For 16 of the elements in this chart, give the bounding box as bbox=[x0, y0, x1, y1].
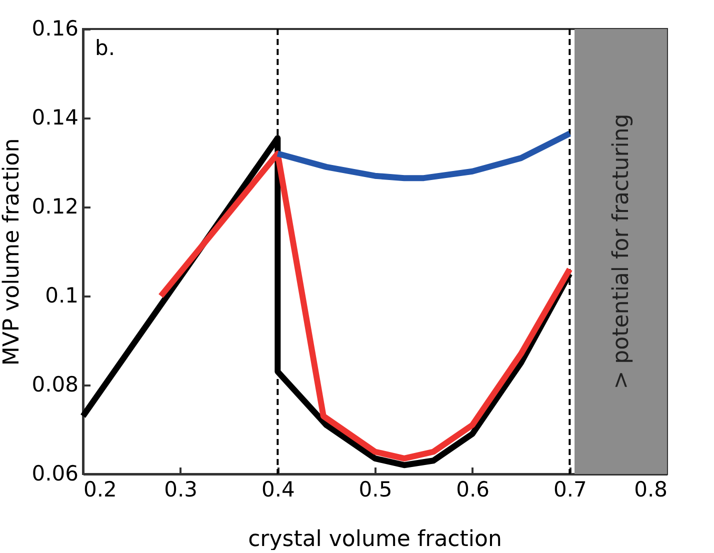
y-tick-label: 0.12 bbox=[32, 194, 78, 218]
band-label: > potential for fracturing bbox=[608, 114, 634, 390]
x-tick-label: 0.6 bbox=[456, 478, 490, 502]
x-tick-label: 0.2 bbox=[84, 478, 117, 502]
y-tick-label: 0.08 bbox=[32, 372, 78, 396]
y-tick-label: 0.1 bbox=[45, 284, 78, 308]
x-tick-label: 0.4 bbox=[261, 478, 295, 502]
y-tick-label: 0.16 bbox=[32, 16, 78, 40]
y-tick-label: 0.14 bbox=[32, 106, 78, 130]
annotation: b. bbox=[95, 36, 116, 60]
x-tick-label: 0.5 bbox=[358, 478, 392, 502]
x-tick-label: 0.3 bbox=[164, 478, 198, 502]
x-tick-label: 0.7 bbox=[553, 478, 587, 502]
y-tick-label: 0.06 bbox=[32, 462, 78, 486]
y-axis-title: MVP volume fraction bbox=[0, 138, 25, 366]
x-tick-label: 0.8 bbox=[634, 478, 668, 502]
